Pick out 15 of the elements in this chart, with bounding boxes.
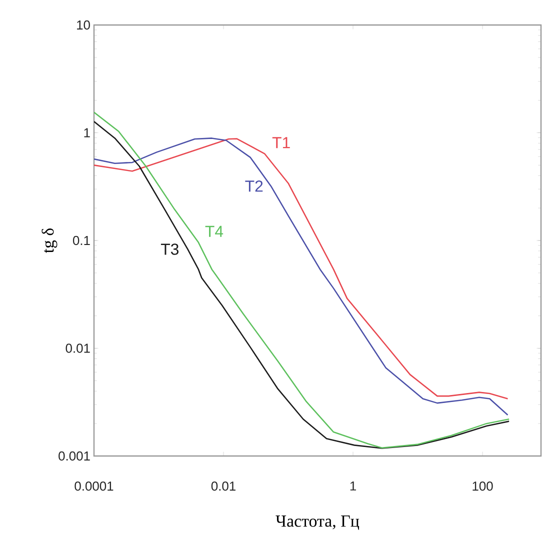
series-label: T1 (272, 137, 290, 148)
y-tick-label: 10 (77, 20, 90, 30)
x-tick-label: 100 (472, 482, 493, 491)
y-tick-label: 0.01 (66, 344, 90, 353)
y-axis-title: tg δ (42, 228, 58, 254)
y-tick-label: 1 (84, 128, 90, 138)
series-label: T3 (160, 244, 178, 255)
y-tick-label: 0.1 (72, 236, 90, 246)
x-tick-label: 0.0001 (74, 482, 114, 491)
x-tick-label: 1 (350, 482, 356, 490)
series-label: T2 (245, 180, 263, 192)
series-label: T4 (205, 226, 224, 237)
y-tick-label: 0.001 (58, 451, 90, 461)
x-tick-label: 0.01 (211, 482, 236, 491)
x-axis-title: Частота, Гц (276, 516, 360, 530)
